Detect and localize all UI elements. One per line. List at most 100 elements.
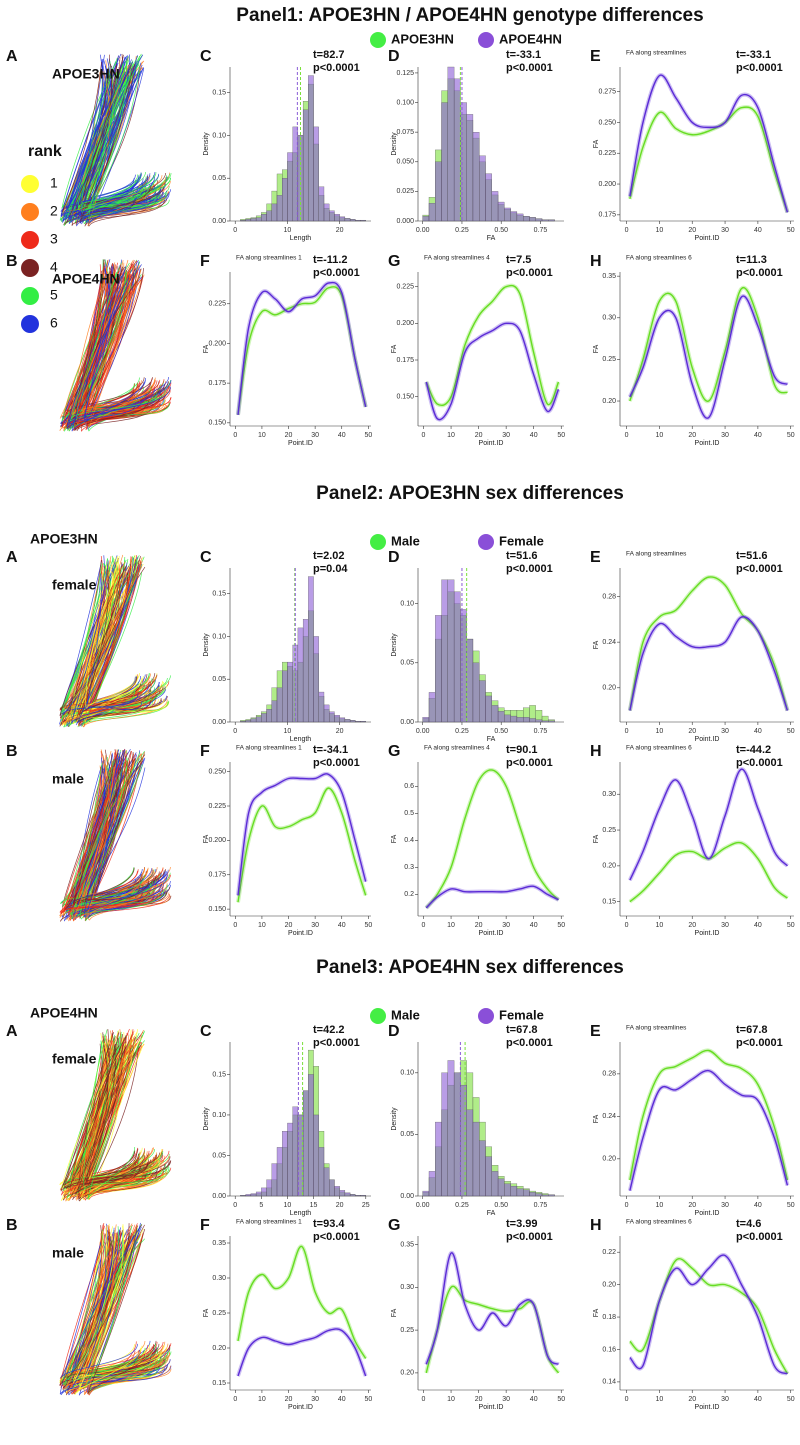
y-tick-label: 0.35: [400, 1241, 414, 1248]
tract-image: [59, 748, 172, 922]
y-axis-label: FA: [593, 1114, 600, 1123]
histogram-bar: [250, 1193, 257, 1197]
histogram-bar: [344, 1192, 351, 1197]
tract-fiber: [62, 765, 151, 907]
x-tick-label: 50: [787, 728, 795, 735]
y-tick-label: 0.20: [602, 863, 616, 870]
tract-image: [59, 1028, 172, 1202]
y-axis-label: FA: [593, 1308, 600, 1317]
histogram-bar: [282, 670, 288, 723]
y-tick-label: 0.150: [208, 906, 226, 913]
histogram-bar: [504, 714, 511, 723]
y-axis-label: Density: [391, 633, 398, 657]
tract-fiber: [86, 750, 168, 916]
y-tick-label: 0.22: [602, 1249, 616, 1256]
tract-fiber: [71, 560, 150, 724]
histogram-bar: [523, 216, 530, 222]
chart-letter: F: [200, 743, 210, 760]
series-line: [237, 1328, 367, 1377]
histogram-bar: [453, 78, 461, 222]
chart-title: FA along streamlines 1: [236, 255, 302, 262]
x-tick-label: 20: [688, 1202, 696, 1209]
histogram-bar: [318, 691, 325, 723]
x-tick-label: 0: [233, 1396, 237, 1403]
x-tick-label: 0: [625, 1202, 629, 1209]
tract-fiber: [76, 264, 154, 431]
legend-label: Male: [391, 533, 420, 548]
stat-annotation: t=90.1: [506, 744, 538, 756]
tract-fiber: [72, 753, 143, 904]
legend-swatch: [478, 32, 494, 48]
tract-fiber: [69, 1032, 151, 1188]
histogram-bar: [355, 720, 361, 723]
histogram-bar: [334, 214, 340, 222]
band: [424, 884, 560, 910]
tract-fiber: [64, 65, 152, 225]
histogram-bar: [308, 576, 314, 723]
x-tick-label: 10: [258, 432, 266, 439]
y-axis-label: Density: [391, 1107, 398, 1131]
histogram-bar: [344, 719, 351, 723]
tract-fiber: [79, 267, 166, 416]
legend-label: Male: [391, 1007, 420, 1022]
y-tick-label: 0.025: [396, 188, 414, 195]
histogram-bar: [261, 1187, 267, 1197]
image-label: female: [52, 577, 97, 593]
y-tick-label: 0.05: [212, 1152, 226, 1159]
histogram-bar: [428, 1171, 436, 1197]
y-tick-label: 0.10: [212, 1112, 226, 1119]
y-tick-label: 0.30: [602, 315, 616, 322]
x-tick-label: 40: [754, 922, 762, 929]
y-tick-label: 0.20: [602, 685, 616, 692]
image-letter: A: [6, 48, 18, 65]
x-tick-label: 10: [258, 1396, 266, 1403]
tract-fiber: [79, 1043, 149, 1190]
y-tick-label: 0.2: [404, 891, 414, 898]
x-axis-label: Point.ID: [288, 440, 313, 447]
tract-fiber: [70, 271, 166, 420]
histogram-bar: [282, 178, 288, 222]
series-line: [237, 1245, 367, 1359]
tract-image: [59, 1222, 172, 1396]
y-tick-label: 0.20: [400, 1370, 414, 1377]
chart-letter: C: [200, 48, 212, 65]
y-tick-label: 0.250: [208, 768, 226, 775]
x-tick-label: 0: [233, 728, 237, 735]
histogram-bar: [240, 720, 246, 723]
x-axis-label: Point.ID: [695, 930, 720, 937]
tract-image: [59, 259, 172, 432]
y-tick-label: 0.14: [602, 1379, 616, 1386]
x-tick-label: 30: [502, 1396, 510, 1403]
histogram-bar: [472, 132, 480, 222]
y-tick-label: 0.200: [396, 320, 414, 327]
x-tick-label: 30: [502, 922, 510, 929]
rank-label: 6: [50, 315, 58, 331]
stat-annotation: t=67.8: [506, 1024, 538, 1036]
y-tick-label: 0.15: [212, 591, 226, 598]
x-tick-label: 0.00: [416, 1202, 430, 1209]
histogram-bar: [504, 207, 511, 222]
y-axis-label: FA: [593, 139, 600, 148]
stat-annotation: t=51.6: [506, 550, 538, 562]
tract-fiber: [87, 749, 168, 910]
x-tick-label: 40: [338, 922, 346, 929]
x-tick-label: 40: [754, 227, 762, 234]
tract-fiber: [75, 563, 164, 722]
x-axis-label: Length: [290, 1210, 312, 1217]
image-letter: B: [6, 1217, 18, 1234]
y-tick-label: 0.00: [400, 1193, 414, 1200]
x-axis-label: FA: [487, 736, 496, 743]
histogram-bar: [497, 1178, 505, 1197]
legend-swatch: [478, 1008, 494, 1024]
x-tick-label: 30: [311, 432, 319, 439]
legend-label: APOE3HN: [391, 31, 454, 46]
y-axis-label: Density: [203, 1107, 210, 1131]
tract-fiber: [60, 1035, 170, 1192]
x-axis-label: Point.ID: [479, 930, 504, 937]
histogram-bar: [255, 716, 262, 723]
x-tick-label: 40: [754, 432, 762, 439]
rank-swatch: [21, 231, 39, 249]
histogram-bar: [355, 219, 361, 222]
x-tick-label: 20: [688, 728, 696, 735]
x-tick-label: 0: [422, 922, 426, 929]
